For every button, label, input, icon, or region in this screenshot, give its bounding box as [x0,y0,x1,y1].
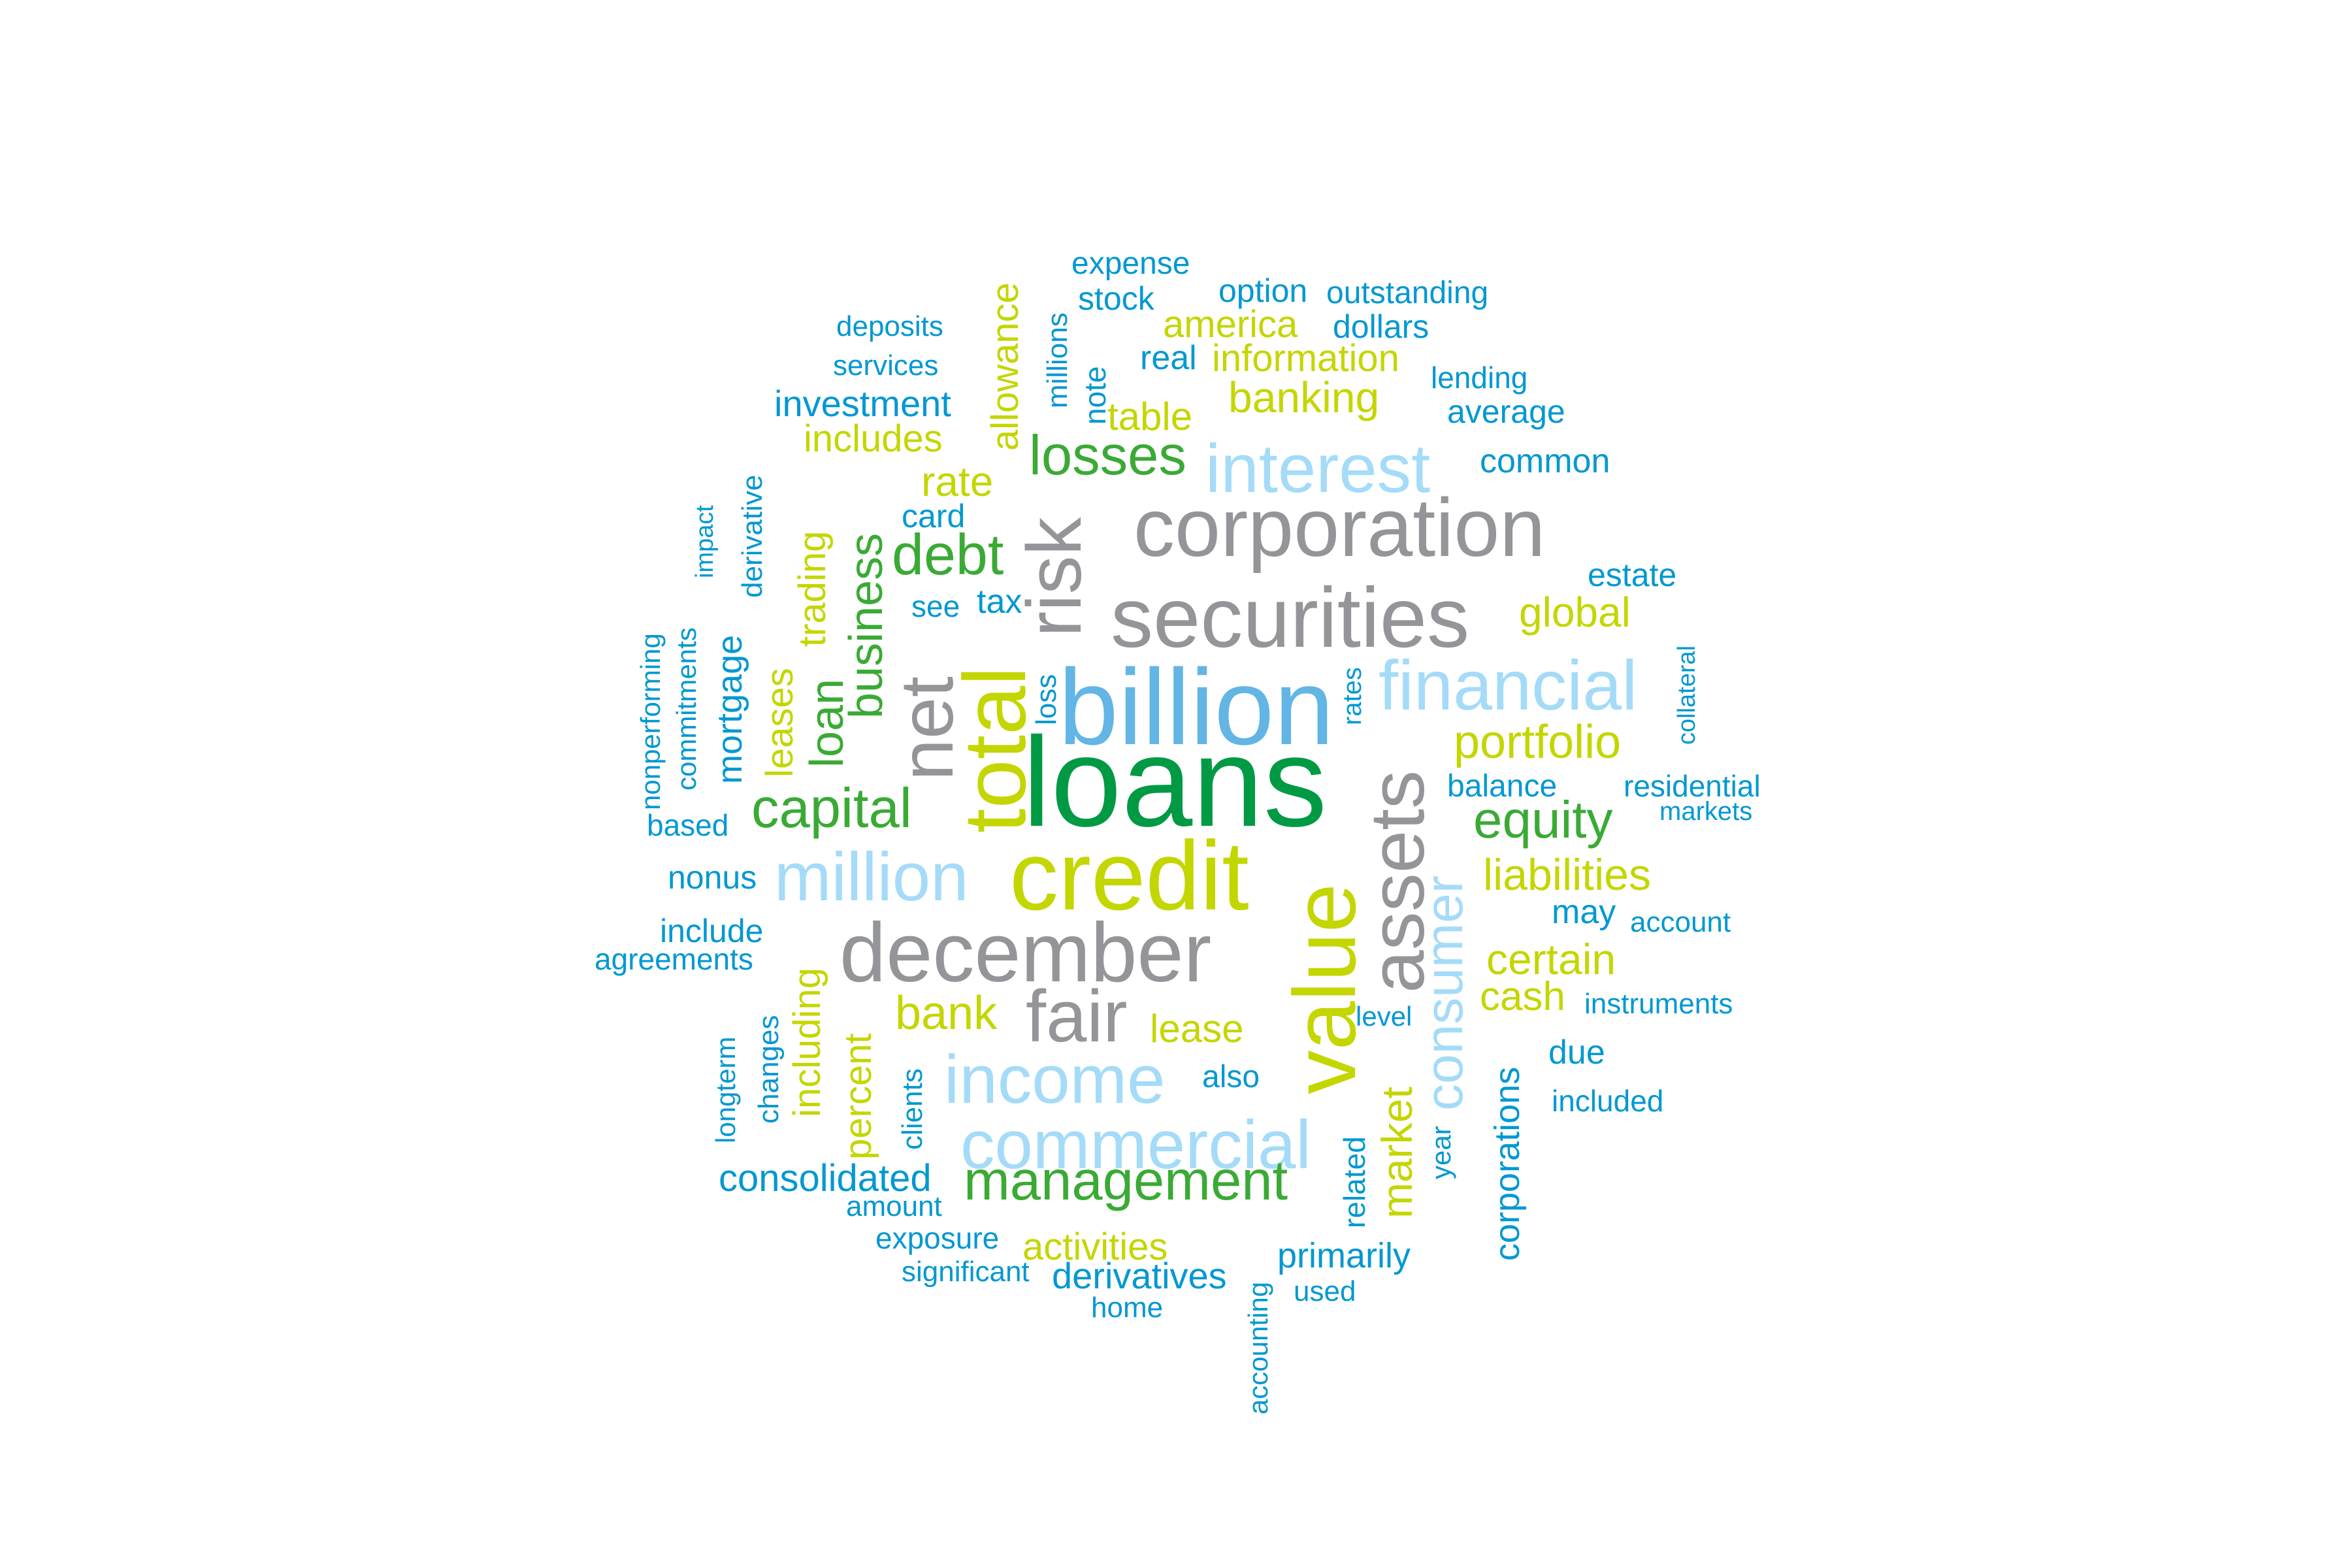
word: average [1447,393,1565,430]
word: also [1202,1060,1260,1094]
word: consolidated [719,1157,932,1200]
word: capital [751,777,912,840]
word: impact [691,505,719,578]
word: exposure [875,1221,1000,1255]
word: allowance [984,282,1026,451]
word: instruments [1584,988,1733,1020]
word: services [833,350,939,382]
word: december [840,906,1212,1000]
word: home [1091,1292,1164,1324]
word: including [786,968,828,1117]
word: longterm [710,1036,741,1143]
word: real [1140,339,1197,377]
word: portfolio [1454,716,1622,768]
word: losses [1029,425,1186,487]
word: millions [1041,312,1073,408]
word: nonus [668,859,757,896]
word: based [647,808,729,842]
word: corporations [1488,1066,1527,1261]
word: level [1356,1001,1413,1032]
word: liabilities [1483,850,1651,900]
word: banking [1228,373,1380,421]
word: consumer [1414,875,1474,1111]
word: due [1548,1034,1605,1071]
word: common [1480,442,1610,480]
word: derivatives [1052,1255,1227,1296]
word: primarily [1277,1236,1411,1275]
word: account [1630,906,1731,938]
word: certain [1486,935,1616,983]
word: related [1337,1136,1371,1228]
word: risk [1011,517,1098,637]
word: expense [1071,246,1190,281]
word: tax [977,583,1022,621]
word: deposits [836,310,943,342]
word: clients [896,1068,928,1150]
word: dollars [1333,308,1429,345]
word: mortgage [710,634,749,784]
word: credit [1009,821,1249,930]
word: lease [1150,1007,1244,1051]
word: commercial [960,1107,1311,1183]
word: rates [1338,667,1367,725]
word: balance [1447,769,1558,804]
word: table [1107,395,1193,438]
word: rate [921,458,994,505]
word: percent [837,1033,879,1160]
word: fair [1026,975,1128,1057]
word: equity [1473,791,1613,849]
word: loans [1022,711,1328,853]
word: includes [804,417,943,460]
word: include [660,913,764,949]
word: income [944,1041,1166,1118]
word: may [1552,893,1616,931]
word: estate [1588,557,1677,593]
word: year [1426,1126,1456,1179]
word: activities [1022,1226,1168,1268]
word: derivative [736,474,768,598]
word: america [1163,303,1298,346]
word: outstanding [1326,276,1489,310]
word: used [1294,1275,1356,1307]
word: included [1552,1084,1664,1118]
word: amount [846,1190,942,1222]
word: option [1218,272,1308,309]
word: financial [1379,645,1638,725]
word: corporation [1134,482,1546,574]
word: see [911,589,960,623]
word: lending [1431,361,1528,395]
word: million [774,839,969,915]
word: information [1212,337,1399,380]
word: interest [1205,431,1431,507]
word: management [964,1150,1288,1212]
word: residential [1624,769,1761,803]
word: investment [774,383,951,424]
word: significant [902,1256,1030,1288]
word: debt [892,522,1004,587]
word: markets [1659,797,1753,826]
word: card [902,498,966,534]
word: securities [1111,570,1470,665]
word: market [1373,1086,1421,1218]
word: net [885,676,969,781]
word: leases [759,668,801,777]
word: collateral [1673,645,1701,745]
word: global [1519,589,1631,636]
word: agreements [595,942,753,976]
word: commitments [671,627,702,791]
word: note [1078,366,1112,425]
word: changes [753,1015,785,1124]
word: stock [1078,280,1154,317]
word: bank [895,987,998,1039]
word: trading [791,531,834,647]
word: nonperforming [635,633,666,810]
word: accounting [1243,1281,1273,1414]
word: loss [1030,674,1062,725]
word: loan [801,678,853,768]
word: cash [1480,974,1565,1019]
word: billion [1058,647,1334,767]
